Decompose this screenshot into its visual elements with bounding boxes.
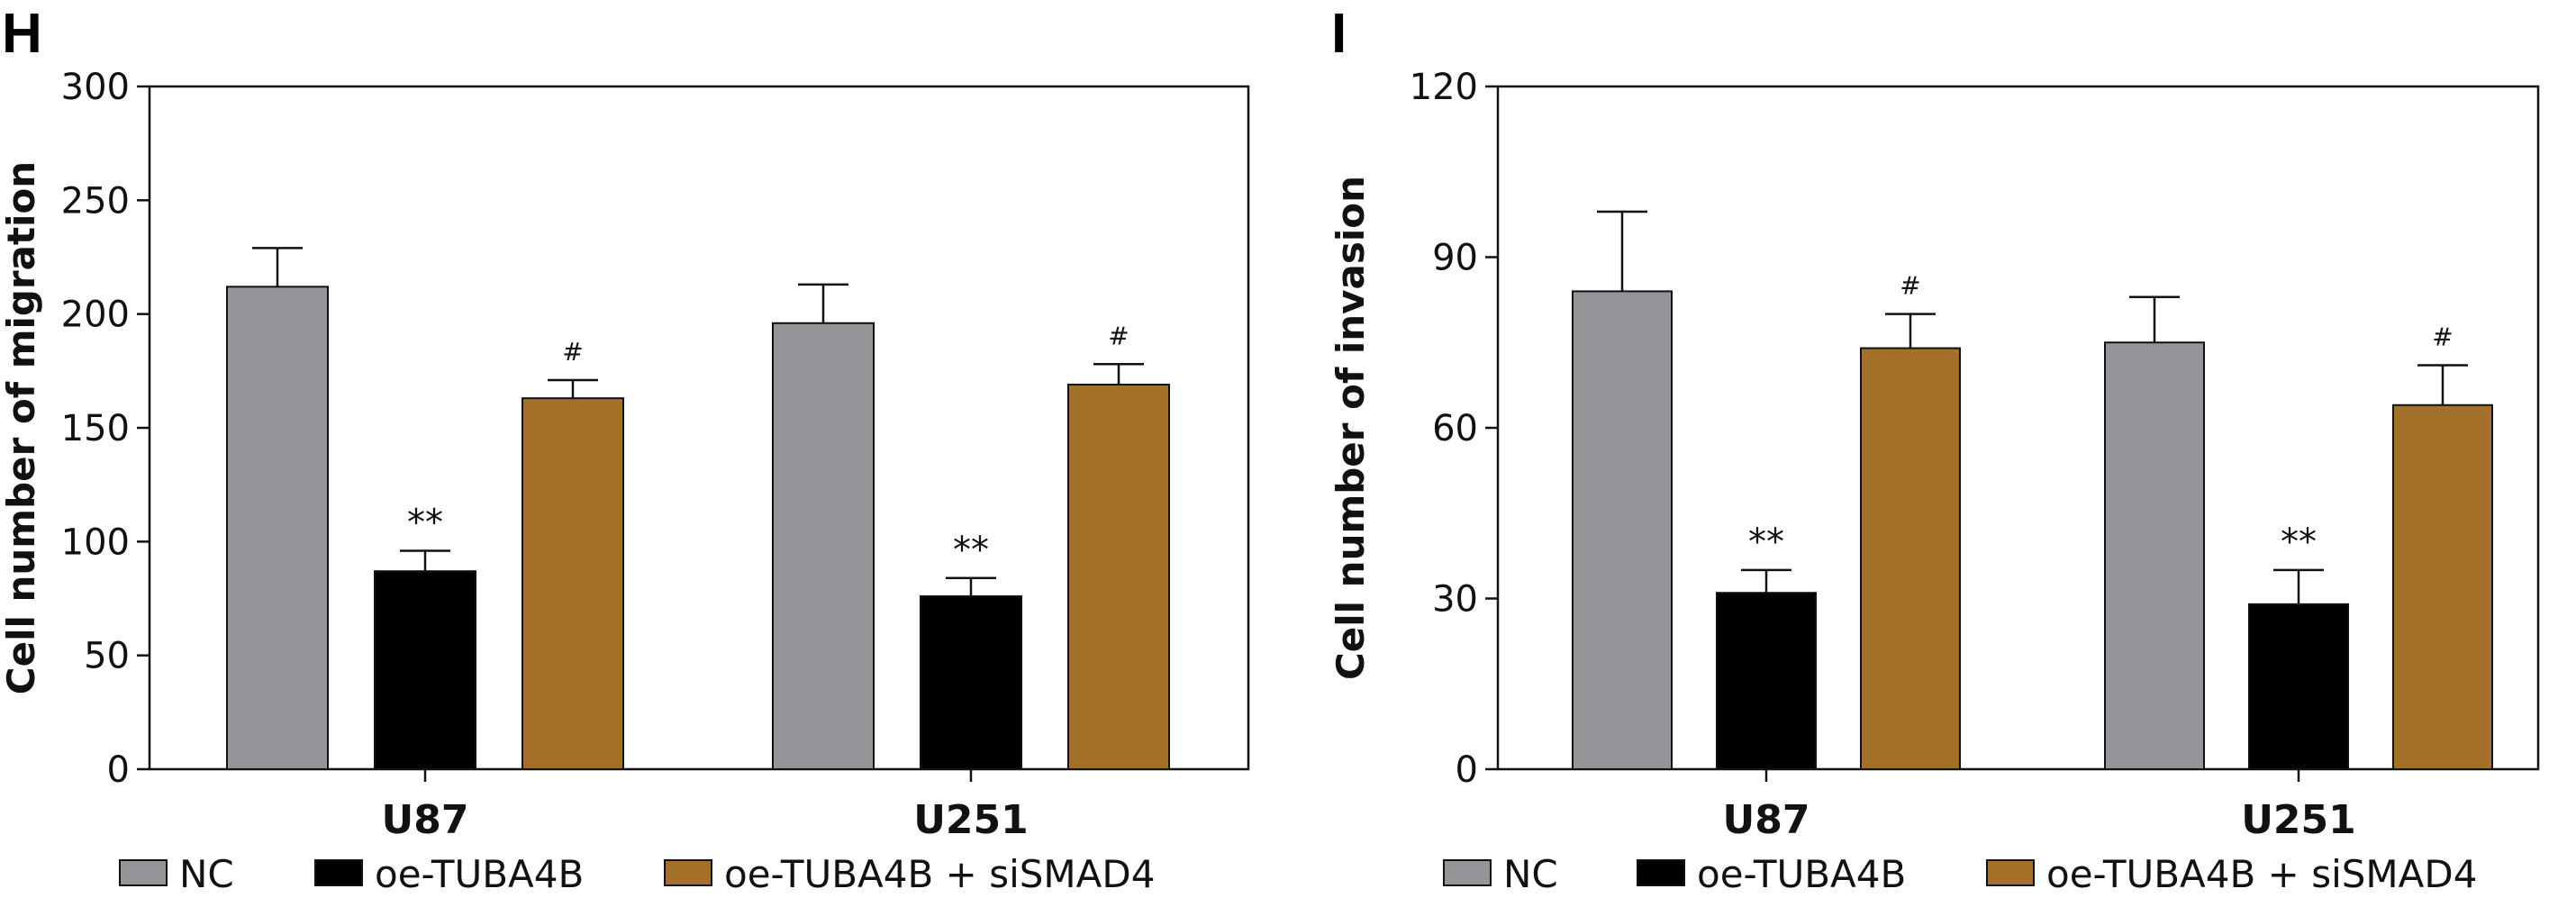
panel-h-y-axis-label: Cell number of migration xyxy=(0,161,43,694)
y-tick-label: 120 xyxy=(1410,67,1478,108)
bar xyxy=(920,594,1022,770)
bar xyxy=(522,397,624,770)
significance-annotation: ** xyxy=(407,502,443,543)
bar xyxy=(1067,383,1170,770)
significance-annotation: ** xyxy=(2281,522,2317,563)
legend-swatch xyxy=(119,859,168,886)
x-category-label: U251 xyxy=(913,797,1029,843)
y-tick-label: 300 xyxy=(61,67,130,108)
x-category-label: U251 xyxy=(2241,797,2356,843)
x-category-label: U87 xyxy=(382,797,469,843)
y-tick-label: 50 xyxy=(84,636,130,677)
legend-label: oe-TUBA4B xyxy=(1697,852,1906,896)
legend-swatch xyxy=(1986,859,2035,886)
y-tick-label: 30 xyxy=(1432,579,1478,621)
bar xyxy=(2392,404,2493,770)
significance-annotation: # xyxy=(1900,271,1920,301)
legend-label: oe-TUBA4B + siSMAD4 xyxy=(724,852,1155,896)
legend-label: NC xyxy=(1503,852,1558,896)
legend-label: NC xyxy=(179,852,234,896)
y-tick-label: 200 xyxy=(61,295,130,336)
legend-swatch xyxy=(1443,859,1492,886)
y-tick-label: 0 xyxy=(1456,749,1478,791)
bar xyxy=(226,286,329,770)
bar xyxy=(772,322,875,770)
bar xyxy=(1716,592,1817,771)
x-category-label: U87 xyxy=(1723,797,1810,843)
panel-h: H Cell number of migration 0 50 100 150 200 2… xyxy=(0,3,1250,896)
legend-swatch xyxy=(314,859,363,886)
significance-annotation: # xyxy=(2432,322,2453,352)
y-tick-label: 0 xyxy=(107,749,130,791)
significance-annotation: # xyxy=(1108,321,1129,350)
significance-annotation: ** xyxy=(953,530,989,571)
significance-annotation: ** xyxy=(1748,522,1784,563)
legend-swatch xyxy=(1637,859,1685,886)
significance-annotation: # xyxy=(562,337,583,367)
panel-h-letter: H xyxy=(2,3,42,65)
y-tick-label: 150 xyxy=(61,408,130,449)
y-tick-label: 60 xyxy=(1432,408,1478,449)
panel-i: I Cell number of invasion 0 30 60 90 120 ** # U… xyxy=(1329,3,2540,896)
y-tick-label: 90 xyxy=(1432,238,1478,279)
bar xyxy=(2248,603,2349,770)
bar xyxy=(2104,341,2205,770)
y-tick-label: 100 xyxy=(61,522,130,563)
legend-label: oe-TUBA4B + siSMAD4 xyxy=(2046,852,2477,896)
panel-i-letter: I xyxy=(1331,3,1347,65)
bar xyxy=(374,570,476,770)
y-tick-label: 250 xyxy=(61,180,130,222)
legend-swatch xyxy=(664,859,712,886)
legend-label: oe-TUBA4B xyxy=(375,852,584,896)
bar xyxy=(1860,347,1961,770)
panel-i-y-axis-label: Cell number of invasion xyxy=(1329,176,1373,680)
bar xyxy=(1572,290,1673,770)
